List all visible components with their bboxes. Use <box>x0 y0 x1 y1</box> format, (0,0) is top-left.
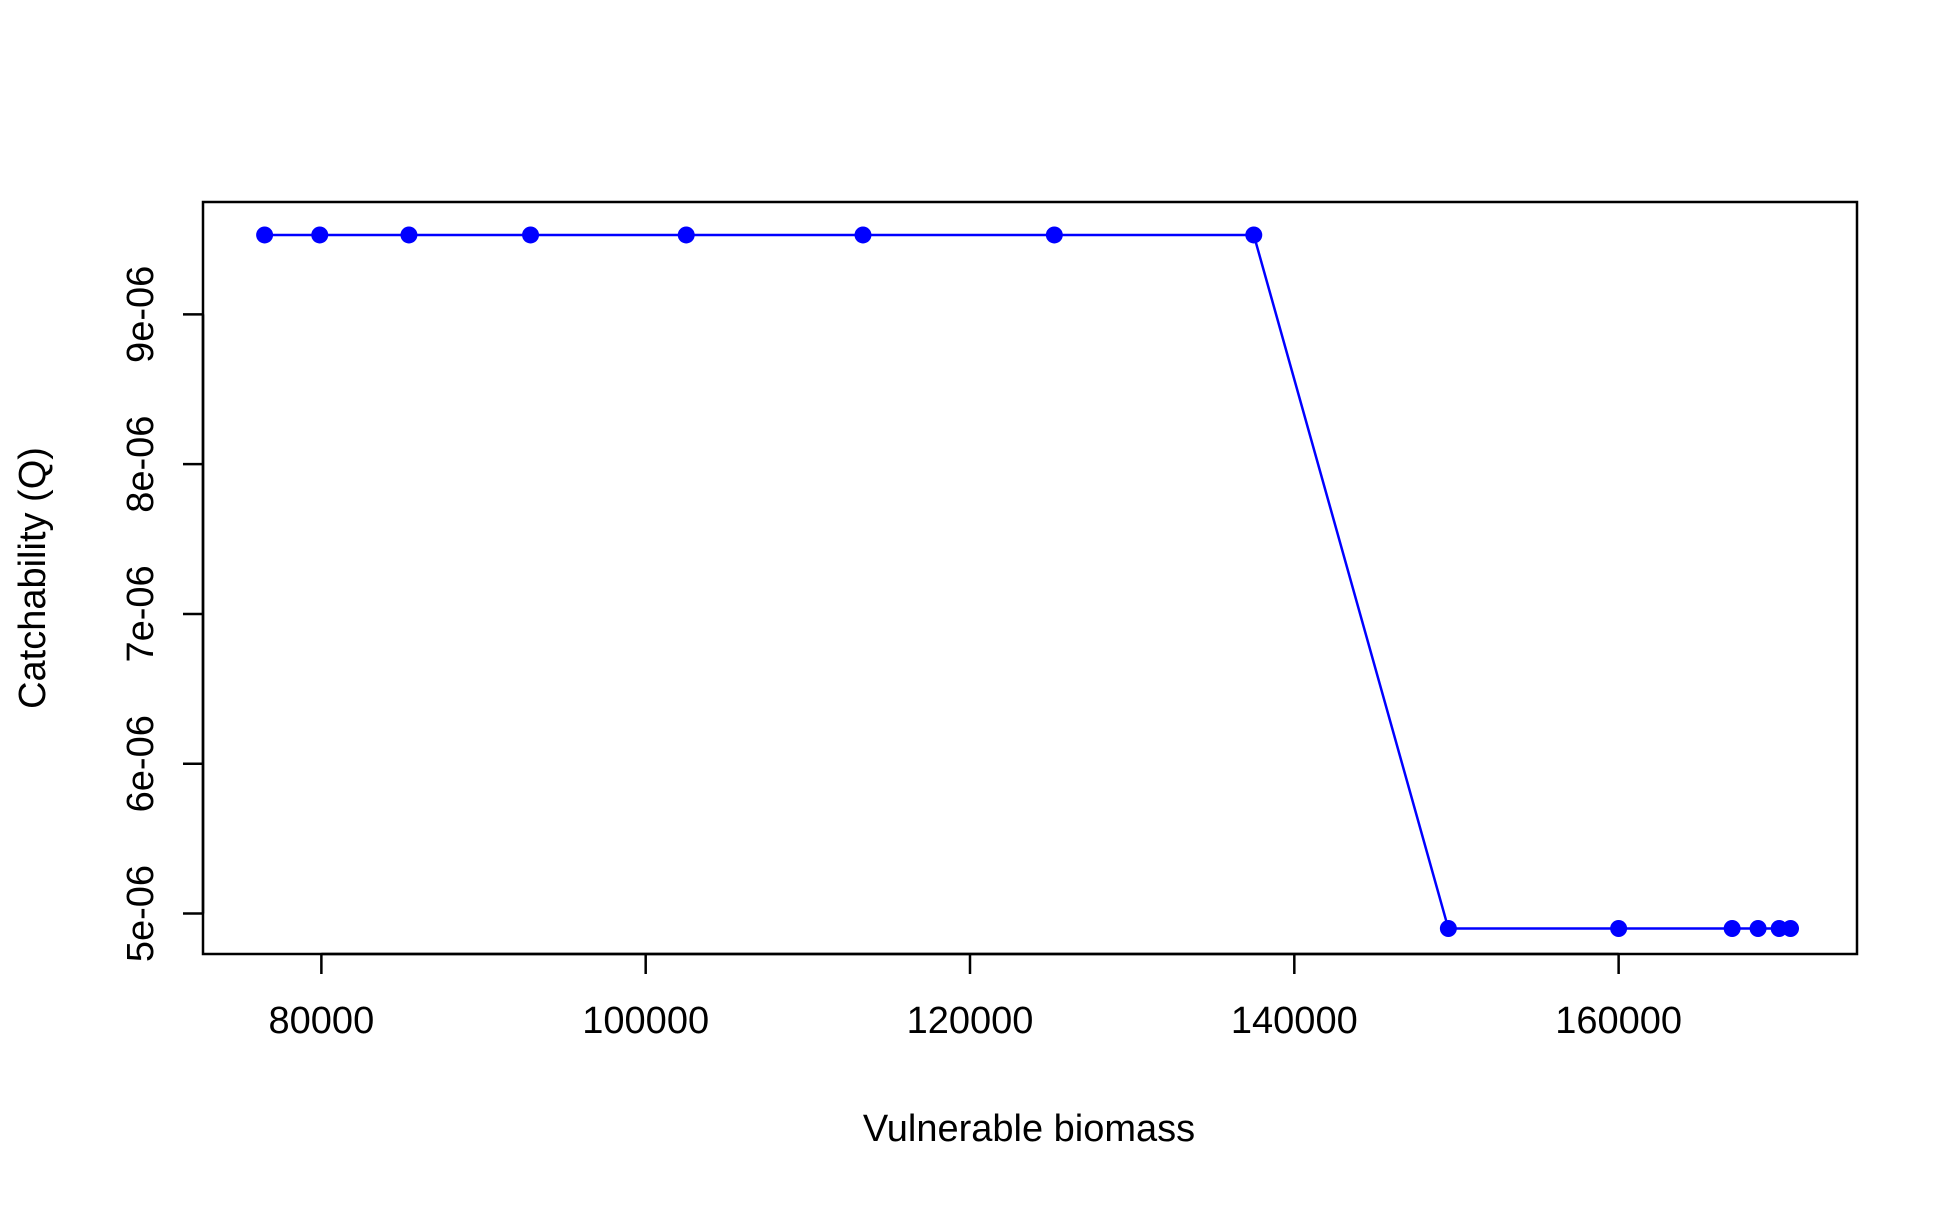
data-point <box>677 226 695 244</box>
y-tick-label: 8e-06 <box>120 416 162 513</box>
x-tick-label: 160000 <box>1555 1000 1682 1042</box>
data-point <box>1723 920 1741 938</box>
y-tick-label: 6e-06 <box>120 715 162 812</box>
y-axis-label: Catchability (Q) <box>12 447 54 709</box>
data-point <box>522 226 540 244</box>
series-layer <box>256 226 1800 938</box>
data-point <box>256 226 274 244</box>
data-point <box>1245 226 1263 244</box>
y-axis: 5e-06 6e-06 7e-06 8e-06 9e-06 <box>120 266 205 962</box>
y-tick-label: 5e-06 <box>120 865 162 962</box>
data-point <box>311 226 329 244</box>
x-tick-label: 80000 <box>269 1000 375 1042</box>
series-line <box>264 233 1791 930</box>
y-tick-label: 9e-06 <box>120 266 162 363</box>
y-tick-label: 7e-06 <box>120 565 162 662</box>
data-point <box>1610 920 1628 938</box>
plot-frame <box>201 200 1859 956</box>
x-tick-label: 120000 <box>907 1000 1034 1042</box>
x-tick-label: 100000 <box>582 1000 709 1042</box>
data-point <box>854 226 872 244</box>
data-point <box>1045 226 1063 244</box>
x-tick-label: 140000 <box>1231 1000 1358 1042</box>
data-point <box>400 226 418 244</box>
data-point <box>1782 920 1800 938</box>
data-point <box>1749 920 1767 938</box>
data-point <box>1439 920 1457 938</box>
x-axis: 80000 100000 120000 140000 160000 <box>269 952 1682 1042</box>
x-axis-label: Vulnerable biomass <box>863 1108 1195 1150</box>
